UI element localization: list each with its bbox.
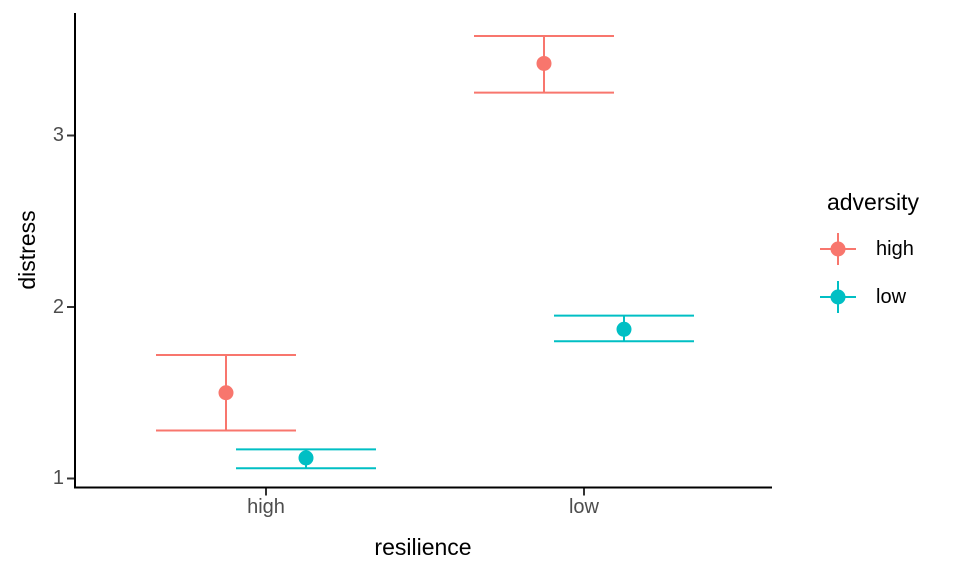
y-tick-label-2: 2 (52, 296, 64, 318)
legend-title: adversity (826, 189, 920, 215)
mean-point (298, 450, 314, 466)
legend-key-point (830, 241, 846, 257)
mean-point (218, 385, 234, 401)
y-axis-title: distress (14, 210, 40, 290)
x-tick-label-low: low (568, 496, 599, 518)
y-tick-label-1: 1 (52, 467, 64, 489)
legend-key-point (830, 289, 846, 305)
y-tick-label-3: 3 (52, 124, 64, 146)
legend-label-low: low (876, 286, 907, 308)
mean-point (616, 321, 632, 337)
x-tick-label-high: high (247, 496, 285, 518)
legend-label-high: high (876, 238, 914, 260)
mean-point (536, 55, 552, 71)
x-axis-title: resilience (374, 534, 472, 560)
